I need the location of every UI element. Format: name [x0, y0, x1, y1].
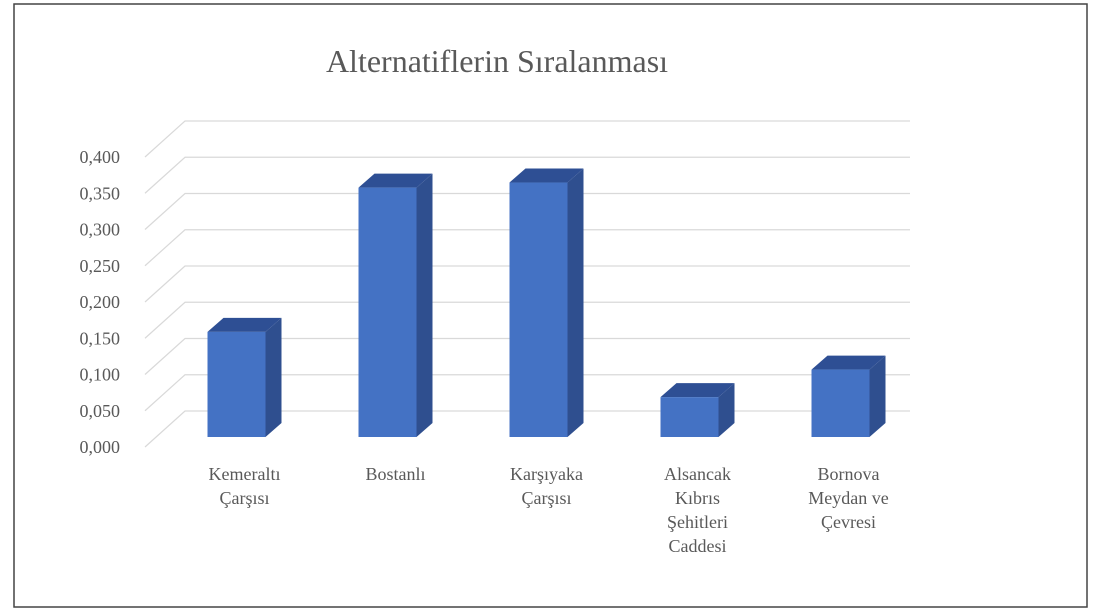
- bar: [509, 182, 568, 437]
- bar: [811, 369, 870, 437]
- bar-top: [509, 168, 584, 183]
- bar-top: [207, 317, 282, 332]
- grid-line: [144, 265, 910, 303]
- y-tick-label: 0,100: [80, 365, 121, 385]
- y-tick-label: 0,250: [80, 256, 121, 276]
- bar-top: [358, 173, 433, 188]
- bar-side: [718, 383, 735, 437]
- bar-top: [660, 383, 735, 398]
- y-tick-label: 0,200: [80, 292, 121, 312]
- chart-title: Alternatiflerin Sıralanması: [326, 43, 668, 79]
- grid-line: [144, 337, 910, 375]
- bar-side: [567, 168, 584, 437]
- x-tick-label: Bostanlı: [365, 464, 426, 484]
- y-tick-label: 0,350: [80, 183, 121, 203]
- bar-top: [811, 355, 886, 370]
- y-tick-label: 0,000: [80, 437, 121, 457]
- grid-line: [144, 192, 910, 230]
- frame: [13, 3, 1088, 608]
- grid-line: [144, 229, 910, 267]
- grid-line: [144, 120, 910, 158]
- bar: [358, 187, 417, 437]
- y-tick-label: 0,050: [80, 401, 121, 421]
- x-tick-label: Alsancak Kıbrıs Şehitleri Caddesi: [664, 464, 731, 556]
- x-tick-label: Bornova Meydan ve Çevresi: [808, 464, 889, 532]
- bar: [660, 397, 719, 437]
- grid-line: [144, 301, 910, 339]
- bar-side: [869, 355, 886, 437]
- bar-side: [416, 173, 433, 437]
- bar: [207, 331, 266, 437]
- y-tick-label: 0,150: [80, 328, 121, 348]
- bar-side: [265, 317, 282, 437]
- y-tick-label: 0,400: [80, 147, 121, 167]
- x-tick-label: Karşıyaka Çarşısı: [510, 464, 583, 508]
- grid-line: [144, 374, 910, 412]
- x-tick-label: Kemeraltı Çarşısı: [208, 464, 281, 508]
- grid-line: [144, 156, 910, 194]
- y-tick-label: 0,300: [80, 220, 121, 240]
